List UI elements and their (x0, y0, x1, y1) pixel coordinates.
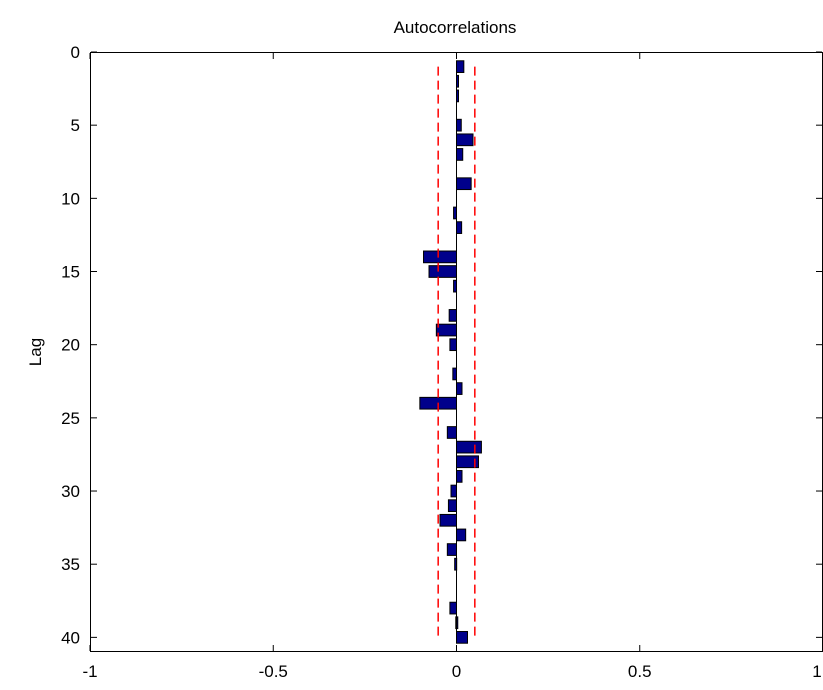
bar-lag-15 (428, 265, 458, 278)
x-tick-label: 0 (452, 662, 461, 681)
bar-lag-34 (446, 543, 457, 556)
y-tick-label: 40 (61, 628, 80, 647)
bars-group (419, 60, 482, 644)
bar-lag-38 (449, 601, 458, 615)
y-tick-label: 5 (71, 116, 80, 135)
bar-lag-5 (456, 118, 462, 132)
bar-lag-9 (456, 177, 472, 191)
y-tick-label: 35 (61, 555, 80, 574)
y-tick-label: 25 (61, 409, 80, 428)
bar-lag-1 (456, 60, 465, 73)
x-tick-label: 0.5 (628, 662, 652, 681)
bar-lag-33 (456, 528, 467, 542)
y-tick-label: 10 (61, 189, 80, 208)
chart-title: Autocorrelations (394, 18, 517, 37)
bar-lag-27 (456, 440, 482, 454)
y-tick-label: 30 (61, 482, 80, 501)
y-tick-label: 20 (61, 336, 80, 355)
bar-lag-23 (456, 382, 463, 395)
bar-lag-7 (456, 148, 464, 161)
bar-lag-12 (456, 221, 463, 234)
confidence-bounds (437, 66, 476, 638)
bar-lag-20 (449, 338, 458, 352)
x-tick-label: -1 (82, 662, 97, 681)
bar-lag-19 (435, 323, 457, 337)
y-tick-label: 0 (71, 43, 80, 62)
bar-lag-6 (456, 133, 474, 147)
bar-lag-32 (439, 513, 458, 527)
bar-lag-31 (447, 499, 458, 513)
x-tick-label: -0.5 (259, 662, 288, 681)
y-axis-label: Lag (26, 338, 45, 366)
x-tick-label: 1 (812, 662, 821, 681)
bar-lag-14 (423, 250, 458, 264)
bar-lag-29 (456, 470, 463, 483)
y-tick-label: 15 (61, 263, 80, 282)
bar-lag-40 (456, 631, 468, 644)
bar-lag-26 (446, 426, 457, 439)
bar-lag-22 (452, 367, 457, 381)
bar-lag-30 (450, 484, 458, 498)
bar-lag-18 (448, 309, 458, 322)
